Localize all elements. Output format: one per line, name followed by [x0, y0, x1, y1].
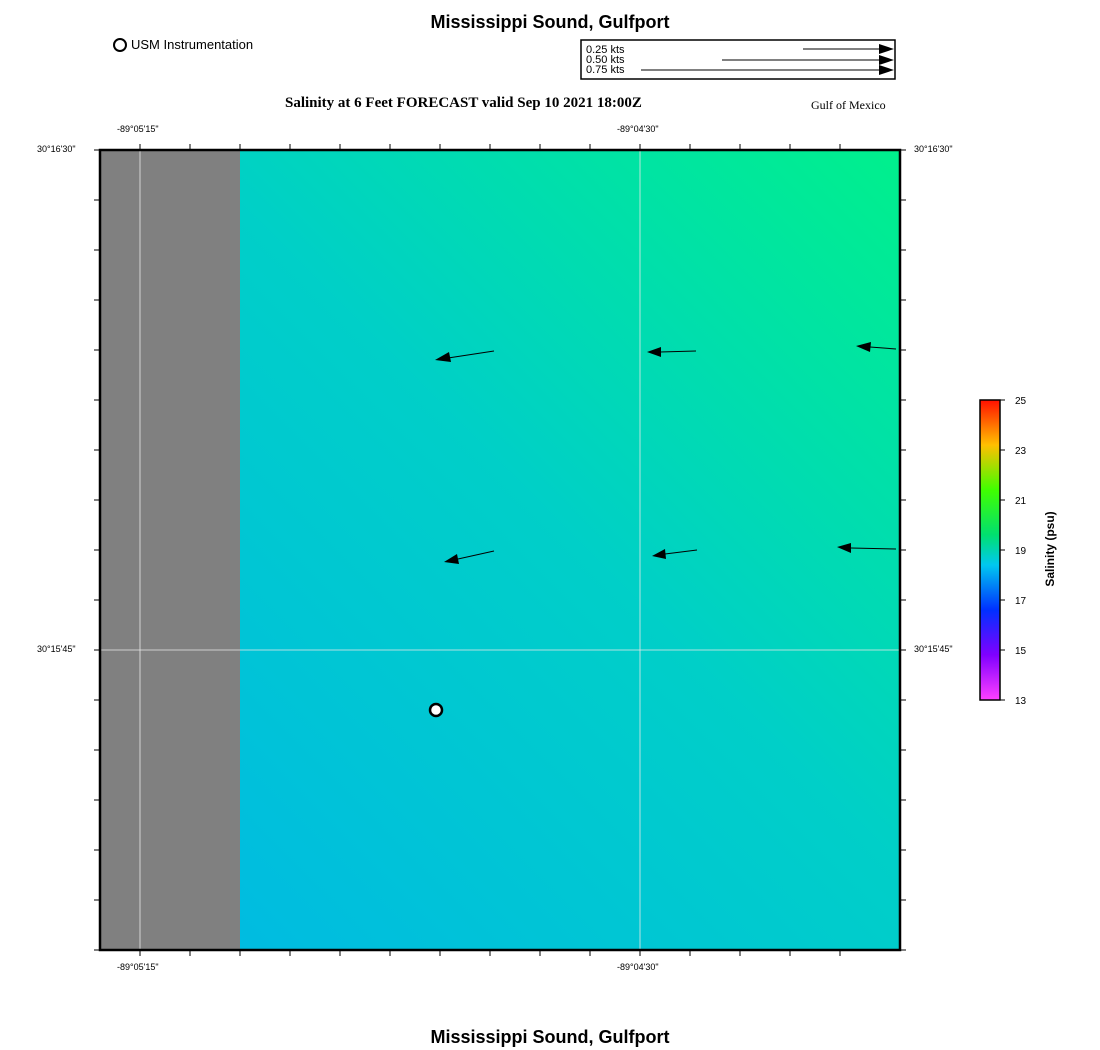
- colorbar-tick-15: 15: [1015, 646, 1027, 657]
- region-label: Gulf of Mexico: [811, 98, 886, 112]
- lat-tick-right-2: 30°15'45": [914, 644, 953, 654]
- colorbar-tick-21: 21: [1015, 496, 1027, 507]
- colorbar-title: Salinity (psu): [1043, 511, 1057, 587]
- speed-label-025: 0.25 kts: [586, 44, 625, 56]
- current-vector-6: [837, 543, 897, 553]
- current-vector-4: [444, 550, 495, 564]
- lat-tick-right-1: 30°16'30": [914, 144, 953, 154]
- map-subtitle: Salinity at 6 Feet FORECAST valid Sep 10…: [285, 95, 642, 111]
- lat-ticks: [94, 149, 906, 951]
- speed-arrowhead-025: [879, 44, 894, 54]
- current-vector-5: [652, 549, 698, 559]
- usm-legend-label: USM Instrumentation: [131, 37, 254, 52]
- current-vector-2: [647, 347, 697, 357]
- salinity-map[interactable]: [90, 140, 912, 960]
- current-vector-3: [856, 342, 897, 352]
- colorbar-gradient: [979, 399, 1001, 701]
- colorbar-tick-17: 17: [1015, 596, 1027, 607]
- speed-scale-legend: 0.25 kts 0.50 kts 0.75 kts: [580, 39, 896, 80]
- lat-tick-left-2: 30°15'45": [37, 644, 76, 654]
- colorbar-tick-25: 25: [1015, 396, 1027, 407]
- land-area: [100, 150, 240, 950]
- current-vector-1: [435, 350, 495, 362]
- usm-legend: USM Instrumentation: [113, 37, 253, 52]
- colorbar-tick-19: 19: [1015, 546, 1027, 557]
- lat-tick-left-1: 30°16'30": [37, 144, 76, 154]
- lon-tick-bottom-1: -89°05'15": [117, 962, 159, 972]
- colorbar-tick-23: 23: [1015, 446, 1027, 457]
- lon-tick-bottom-2: -89°04'30": [617, 962, 659, 972]
- colorbar-tick-13: 13: [1015, 696, 1027, 706]
- lon-ticks: [139, 144, 841, 956]
- map-title-bottom: Mississippi Sound, Gulfport: [430, 1027, 670, 1047]
- lon-tick-top-2: -89°04'30": [617, 124, 659, 134]
- usm-marker-icon: [113, 37, 127, 52]
- speed-arrowhead-075: [879, 65, 894, 75]
- speed-arrowhead-050: [879, 55, 894, 65]
- map-title-top: Mississippi Sound, Gulfport: [430, 12, 670, 32]
- speed-label-050: 0.50 kts: [586, 54, 625, 66]
- salinity-colorbar: 25 23 21 19 17 15 13: [979, 396, 1027, 706]
- lon-tick-top-1: -89°05'15": [117, 124, 159, 134]
- speed-label-075: 0.75 kts: [586, 64, 625, 76]
- usm-instrument-marker: [428, 702, 444, 718]
